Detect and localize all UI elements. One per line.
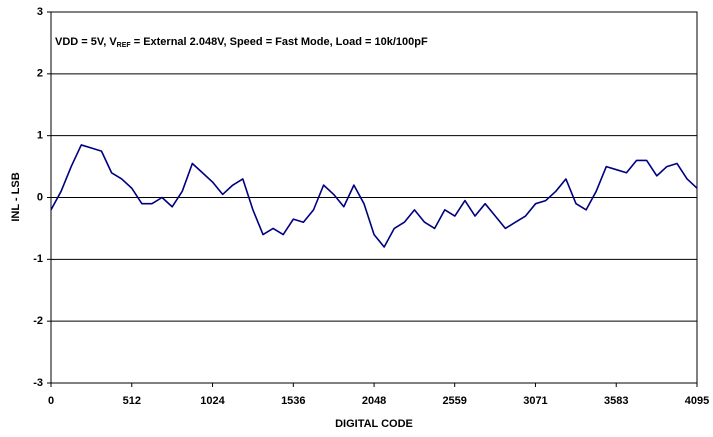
x-tick-label: 1024 — [200, 395, 225, 407]
y-tick-label: 2 — [37, 68, 43, 80]
y-tick-label: 3 — [37, 6, 43, 18]
y-tick-label: -3 — [33, 377, 43, 389]
x-tick-label: 4095 — [685, 395, 709, 407]
x-tick-label: 1536 — [281, 395, 305, 407]
y-tick-label: 0 — [37, 191, 43, 203]
y-tick-label: 1 — [37, 130, 43, 142]
annotation-text: VDD = 5V, V — [55, 36, 117, 48]
x-tick-label: 2048 — [362, 395, 386, 407]
x-tick-label: 0 — [48, 395, 54, 407]
data-line — [50, 144, 698, 248]
x-tick-label: 512 — [123, 395, 141, 407]
y-tick-label: -2 — [33, 315, 43, 327]
annotation-text: = External 2.048V, Speed = Fast Mode, Lo… — [131, 36, 428, 48]
x-tick-label: 3071 — [523, 395, 547, 407]
x-tick-label: 3583 — [604, 395, 628, 407]
y-axis-label: INL - LSB — [10, 172, 22, 221]
x-axis-label: DIGITAL CODE — [335, 418, 413, 430]
y-tick-label: -1 — [33, 253, 43, 265]
annotation: VDD = 5V, VREF = External 2.048V, Speed … — [55, 36, 428, 49]
annotation-subscript: REF — [117, 42, 132, 49]
x-tick-label: 2559 — [442, 395, 466, 407]
